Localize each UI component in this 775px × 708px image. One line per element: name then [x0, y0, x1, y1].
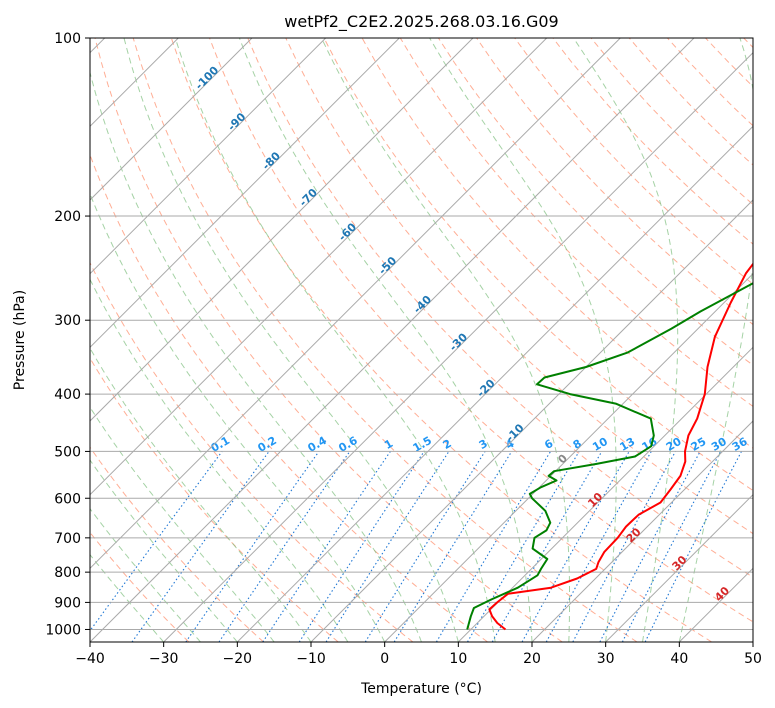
isotherm-line — [90, 38, 474, 422]
mixing-ratio-line — [325, 451, 450, 642]
dry-adiabat-line — [132, 38, 638, 642]
mixing-ratio-line — [621, 451, 722, 642]
moist-adiabat-line — [90, 459, 238, 642]
dewpoint-profile-line — [466, 282, 753, 630]
isotherm-line — [163, 51, 753, 642]
moist-adiabat-line — [90, 406, 275, 642]
dry-adiabat-line — [94, 38, 563, 642]
isotherm-line — [605, 493, 753, 642]
dry-adiabat-line — [285, 38, 753, 535]
mixing-ratio-line — [262, 451, 391, 642]
mixing-ratio-line — [545, 451, 652, 642]
x-tick-label: −40 — [75, 651, 105, 667]
y-tick-label: 400 — [54, 387, 81, 403]
isotherm-line — [90, 38, 695, 642]
dry-adiabat-line — [170, 38, 712, 642]
moist-adiabat-line — [90, 553, 165, 642]
moist-adiabat-line — [321, 38, 571, 642]
moist-adiabat-line — [123, 38, 459, 642]
x-tick-label: 10 — [449, 651, 467, 667]
y-tick-label: 100 — [54, 31, 81, 47]
dry-adiabat-line — [323, 38, 753, 492]
moist-adiabat-line — [429, 38, 617, 642]
profile-lines — [466, 262, 753, 631]
mixing-ratio-line — [521, 451, 630, 642]
temperature-profile-line — [488, 262, 753, 631]
y-tick-label: 500 — [54, 444, 81, 460]
y-tick-label: 600 — [54, 491, 81, 507]
isotherm-line — [236, 125, 753, 642]
mixing-ratio-line — [218, 451, 351, 642]
dry-adiabat-line — [514, 38, 753, 285]
y-tick-label: 1000 — [45, 622, 81, 638]
x-tick-label: −20 — [223, 651, 253, 667]
x-tick-label: 30 — [597, 651, 615, 667]
moist-adiabat-line — [174, 38, 496, 642]
moist-adiabat-line — [678, 38, 753, 642]
moist-adiabat-line — [90, 192, 386, 642]
moist-adiabat-line — [90, 278, 349, 642]
dry-adiabat-line — [90, 357, 339, 642]
y-tick-label: 700 — [54, 531, 81, 547]
isotherm-line — [384, 272, 753, 642]
mixing-ratio-line — [298, 451, 425, 642]
mixing-ratio-line — [393, 451, 513, 642]
moist-adiabat-line — [90, 507, 201, 642]
y-tick-label: 800 — [54, 565, 81, 581]
mixing-ratio-line — [644, 451, 742, 642]
dry-adiabat-line — [247, 38, 753, 578]
plot-frame — [89, 37, 754, 643]
isotherm-line — [310, 199, 753, 642]
y-tick-label: 900 — [54, 595, 81, 611]
x-tick-label: 0 — [380, 651, 389, 667]
x-tick-label: 20 — [523, 651, 541, 667]
y-tick-label: 200 — [54, 209, 81, 225]
x-tick-label: 50 — [744, 651, 762, 667]
dry-adiabat-line — [90, 446, 264, 642]
isotherm-line — [90, 38, 253, 201]
isotherm-line — [90, 38, 400, 349]
moist-adiabat-line — [573, 38, 679, 642]
isotherm-line — [90, 38, 621, 570]
isotherm-line — [90, 38, 548, 496]
x-tick-label: −10 — [296, 651, 326, 667]
y-axis-label: Pressure (hPa) — [12, 290, 28, 390]
moist-adiabat-line — [238, 38, 533, 642]
chart-title: wetPf2_C2E2.2025.268.03.16.G09 — [284, 12, 558, 32]
mixing-ratio-line — [90, 451, 223, 632]
axes: −40 −30 −20 −10 0 10 20 30 40 50 1000 900 800 700 600 5… — [45, 31, 762, 667]
x-axis-label: Temperature (°C) — [360, 681, 482, 697]
isotherm-line — [90, 38, 327, 275]
dry-adiabat-line — [90, 261, 414, 642]
dry-adiabat-line — [209, 38, 753, 623]
x-tick-label: 40 — [670, 651, 688, 667]
y-tick-label: 300 — [54, 313, 81, 329]
isotherm-line — [457, 346, 753, 642]
x-tick-label: −30 — [149, 651, 179, 667]
dry-adiabat-line — [476, 38, 753, 326]
mixing-ratio-line — [572, 451, 676, 642]
mixing-ratio-line — [185, 451, 320, 642]
isotherm-line — [531, 420, 753, 642]
moist-adiabat-line — [90, 70, 422, 642]
